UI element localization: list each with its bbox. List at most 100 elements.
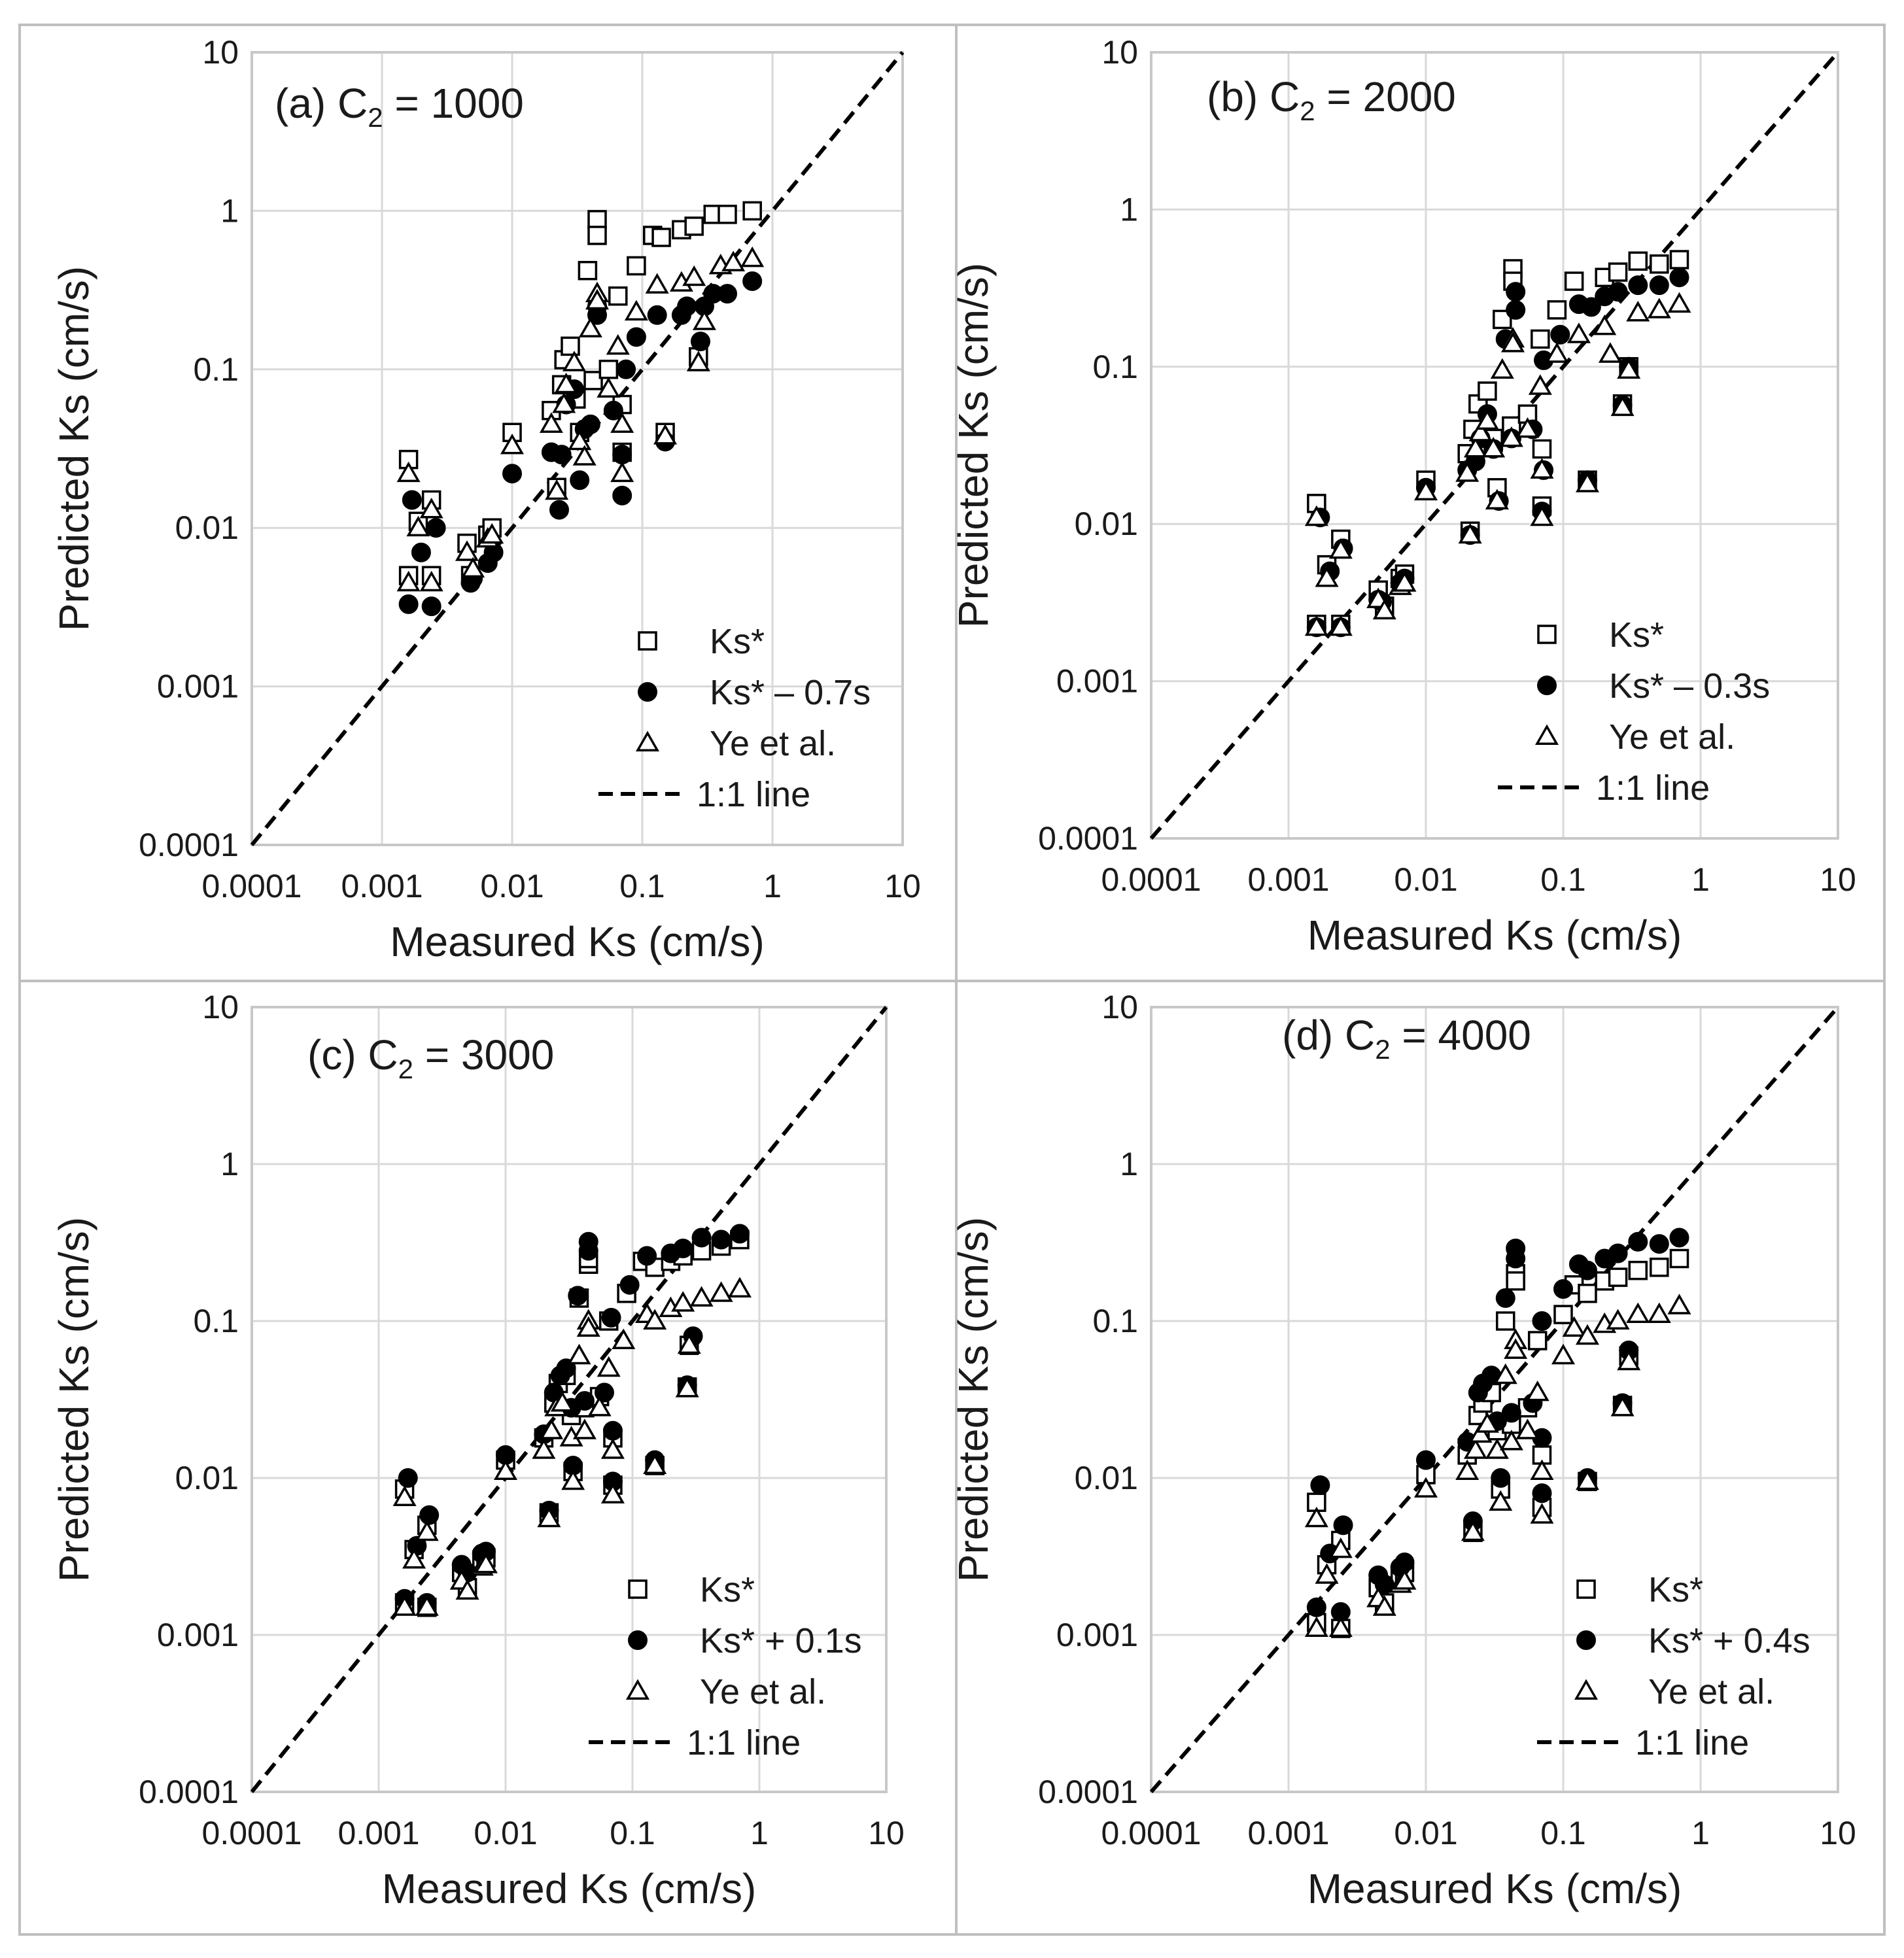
data-point-triangle [537,1506,561,1528]
data-point-square [718,205,737,224]
data-point-triangle [692,309,716,330]
data-point-triangle [1530,505,1554,526]
legend-swatch-open-triangle [1534,724,1559,745]
data-point-circle [1669,267,1689,288]
data-point-square [1608,262,1628,282]
x-tick-label: 0.0001 [202,1815,302,1851]
data-point-triangle [1304,1506,1328,1528]
data-point-triangle [600,1438,625,1459]
panel-title-subscript: 2 [1375,1034,1390,1065]
data-point-triangle [1647,298,1671,318]
data-point-circle [419,1505,440,1525]
data-point-circle [1532,1483,1552,1503]
x-tick-label: 0.1 [1540,861,1586,898]
data-point-circle [1628,1231,1648,1252]
data-point-circle [1333,1515,1353,1536]
data-point-triangle [721,250,746,271]
data-point-triangle [686,351,710,371]
data-point-triangle [671,1291,695,1312]
data-point-triangle [709,1281,733,1302]
data-point-circle [1495,1288,1515,1308]
y-tick-label: 1 [1120,191,1138,228]
data-point-circle [612,485,632,506]
data-point-triangle [392,1485,417,1506]
data-point-square [1628,251,1648,271]
panel-title-subscript: 2 [1300,95,1315,126]
data-point-circle [402,490,422,510]
data-point-triangle [1575,472,1599,492]
x-axis-label: Measured Ks (cm/s) [1307,1865,1682,1912]
data-point-triangle [1610,395,1635,417]
legend-label: Ye et al. [700,1672,826,1711]
panel-title: (c) C2 = 3000 [307,1031,554,1084]
data-point-triangle [740,246,765,267]
data-point-triangle [493,1459,518,1481]
data-point-triangle [1626,301,1650,322]
x-axis-label: Measured Ks (cm/s) [382,1865,757,1912]
data-point-square [1478,381,1497,401]
x-tick-label: 1 [1691,861,1710,898]
data-point-triangle [1528,374,1552,395]
x-tick-label: 0.001 [341,868,423,904]
data-point-triangle [1606,1309,1630,1330]
data-point-triangle [1515,1418,1540,1439]
panel-title-suffix: = 4000 [1391,1012,1531,1059]
data-point-circle [602,1420,623,1441]
data-point-circle [717,284,737,304]
x-tick-label: 0.1 [1540,1815,1586,1851]
y-axis-label: Predicted Ks (cm/s) [50,1217,97,1582]
data-point-triangle [1304,615,1328,636]
y-tick-label: 0.01 [175,509,239,546]
data-point-circle [690,332,710,352]
data-point-square [1532,439,1552,459]
data-point-square [587,226,607,245]
legend-swatch-open-square [1537,625,1557,644]
y-tick-label: 0.1 [193,351,239,388]
data-point-triangle [1504,1338,1528,1359]
data-point-square [684,216,704,236]
data-point-triangle [419,498,443,519]
data-point-circle [398,1468,418,1488]
data-point-triangle [480,523,504,544]
data-point-triangle [406,515,430,537]
panel-title-prefix: (a) C [275,80,368,127]
legend-label: Ks* + 0.1s [700,1621,862,1660]
y-axis-label: Predicted Ks (cm/s) [950,1217,997,1582]
x-tick-label: 0.1 [610,1815,655,1851]
x-tick-label: 0.01 [474,1815,537,1851]
data-point-circle [1506,300,1526,320]
panel-title-prefix: (b) C [1207,73,1300,120]
data-point-triangle [1575,1469,1599,1490]
data-point-triangle [396,461,421,483]
data-point-triangle [1328,615,1353,636]
data-point-triangle [597,377,621,398]
data-point-triangle [587,1396,612,1417]
data-point-triangle [1455,1459,1480,1481]
data-point-circle [626,327,646,347]
data-point-triangle [1530,1503,1554,1524]
legend: Ks* Ks* + 0.4s Ye et al. 1:1 line [1537,1570,1810,1762]
data-point-triangle [392,1595,417,1616]
x-tick-label: 0.001 [1247,861,1329,898]
panel-title-subscript: 2 [368,102,383,133]
data-point-circle [1628,275,1648,296]
legend-swatch-filled-circle [1576,1630,1596,1650]
x-tick-label: 10 [884,868,921,904]
series-open-triangle [1304,1294,1691,1638]
data-point-triangle [1667,1294,1691,1314]
data-point-triangle [474,1553,498,1573]
series-open-triangle [1304,292,1691,636]
x-tick-label: 0.01 [1394,861,1457,898]
panel-title-subscript: 2 [398,1054,413,1084]
data-point-triangle [1468,421,1493,441]
legend: Ks* Ks* – 0.3s Ye et al. 1:1 line [1498,615,1770,808]
data-point-triangle [1458,523,1482,544]
data-point-triangle [1530,1459,1554,1481]
data-point-triangle [415,1595,439,1616]
data-point-square [587,210,607,230]
data-point-triangle [1493,1363,1517,1384]
legend-swatch-filled-circle [628,1630,648,1650]
data-point-square [1496,1311,1515,1331]
legend-swatch-open-triangle [1574,1679,1599,1700]
